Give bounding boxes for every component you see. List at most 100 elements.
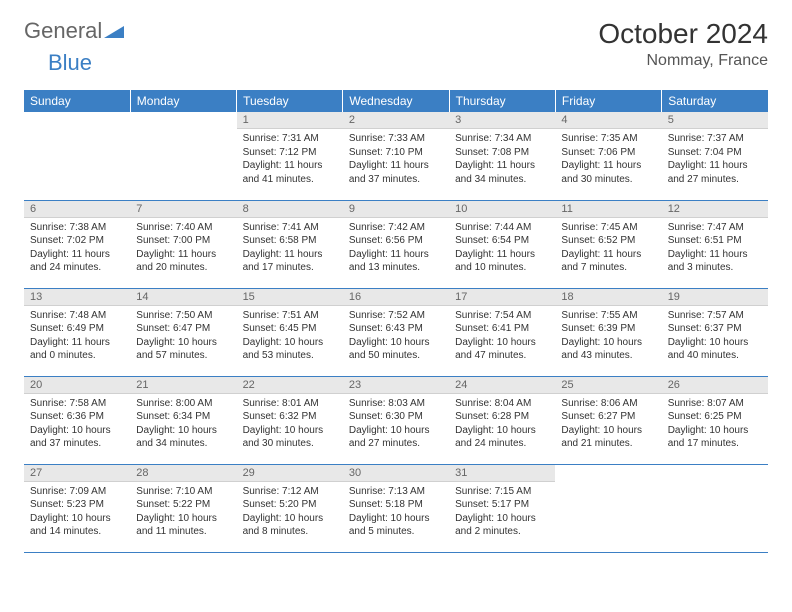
logo-triangle-icon <box>104 18 124 44</box>
day-content: Sunrise: 7:31 AMSunset: 7:12 PMDaylight:… <box>237 129 343 189</box>
calendar-table: Sunday Monday Tuesday Wednesday Thursday… <box>24 90 768 553</box>
day-content: Sunrise: 7:40 AMSunset: 7:00 PMDaylight:… <box>130 218 236 278</box>
calendar-cell: 23Sunrise: 8:03 AMSunset: 6:30 PMDayligh… <box>343 376 449 464</box>
calendar-cell: 24Sunrise: 8:04 AMSunset: 6:28 PMDayligh… <box>449 376 555 464</box>
day-number: 10 <box>449 201 555 218</box>
calendar-row: 13Sunrise: 7:48 AMSunset: 6:49 PMDayligh… <box>24 288 768 376</box>
day-content: Sunrise: 7:42 AMSunset: 6:56 PMDaylight:… <box>343 218 449 278</box>
calendar-cell: 15Sunrise: 7:51 AMSunset: 6:45 PMDayligh… <box>237 288 343 376</box>
day-content: Sunrise: 7:54 AMSunset: 6:41 PMDaylight:… <box>449 306 555 366</box>
logo: General <box>24 18 124 44</box>
calendar-cell: 28Sunrise: 7:10 AMSunset: 5:22 PMDayligh… <box>130 464 236 552</box>
day-content: Sunrise: 8:07 AMSunset: 6:25 PMDaylight:… <box>662 394 768 454</box>
day-header: Sunday <box>24 90 130 112</box>
day-number: 24 <box>449 377 555 394</box>
calendar-row: 27Sunrise: 7:09 AMSunset: 5:23 PMDayligh… <box>24 464 768 552</box>
calendar-cell: 3Sunrise: 7:34 AMSunset: 7:08 PMDaylight… <box>449 112 555 200</box>
day-content: Sunrise: 7:09 AMSunset: 5:23 PMDaylight:… <box>24 482 130 542</box>
day-content: Sunrise: 7:55 AMSunset: 6:39 PMDaylight:… <box>555 306 661 366</box>
calendar-cell: 21Sunrise: 8:00 AMSunset: 6:34 PMDayligh… <box>130 376 236 464</box>
calendar-cell: 9Sunrise: 7:42 AMSunset: 6:56 PMDaylight… <box>343 200 449 288</box>
day-content: Sunrise: 7:34 AMSunset: 7:08 PMDaylight:… <box>449 129 555 189</box>
day-number: 17 <box>449 289 555 306</box>
day-number: 15 <box>237 289 343 306</box>
logo-text-blue: Blue <box>48 50 92 75</box>
day-number: 1 <box>237 112 343 129</box>
day-header: Thursday <box>449 90 555 112</box>
calendar-cell: 10Sunrise: 7:44 AMSunset: 6:54 PMDayligh… <box>449 200 555 288</box>
day-number: 6 <box>24 201 130 218</box>
calendar-cell: 20Sunrise: 7:58 AMSunset: 6:36 PMDayligh… <box>24 376 130 464</box>
day-header: Monday <box>130 90 236 112</box>
day-number: 4 <box>555 112 661 129</box>
calendar-row: ....1Sunrise: 7:31 AMSunset: 7:12 PMDayl… <box>24 112 768 200</box>
day-content: Sunrise: 8:04 AMSunset: 6:28 PMDaylight:… <box>449 394 555 454</box>
calendar-cell: 31Sunrise: 7:15 AMSunset: 5:17 PMDayligh… <box>449 464 555 552</box>
day-header: Friday <box>555 90 661 112</box>
day-content: Sunrise: 8:01 AMSunset: 6:32 PMDaylight:… <box>237 394 343 454</box>
day-number: 20 <box>24 377 130 394</box>
calendar-cell: 5Sunrise: 7:37 AMSunset: 7:04 PMDaylight… <box>662 112 768 200</box>
day-number: 3 <box>449 112 555 129</box>
day-content: Sunrise: 7:57 AMSunset: 6:37 PMDaylight:… <box>662 306 768 366</box>
day-number: 19 <box>662 289 768 306</box>
day-content: Sunrise: 7:52 AMSunset: 6:43 PMDaylight:… <box>343 306 449 366</box>
day-header: Saturday <box>662 90 768 112</box>
day-number: 26 <box>662 377 768 394</box>
day-number: 18 <box>555 289 661 306</box>
day-content: Sunrise: 8:06 AMSunset: 6:27 PMDaylight:… <box>555 394 661 454</box>
calendar-cell: 6Sunrise: 7:38 AMSunset: 7:02 PMDaylight… <box>24 200 130 288</box>
calendar-cell: 22Sunrise: 8:01 AMSunset: 6:32 PMDayligh… <box>237 376 343 464</box>
calendar-cell: .. <box>24 112 130 200</box>
location-label: Nommay, France <box>598 52 768 70</box>
calendar-header-row: Sunday Monday Tuesday Wednesday Thursday… <box>24 90 768 112</box>
day-content: Sunrise: 7:45 AMSunset: 6:52 PMDaylight:… <box>555 218 661 278</box>
day-number: 12 <box>662 201 768 218</box>
day-number: 21 <box>130 377 236 394</box>
day-number: 27 <box>24 465 130 482</box>
page-title: October 2024 <box>598 18 768 50</box>
day-content: Sunrise: 7:10 AMSunset: 5:22 PMDaylight:… <box>130 482 236 542</box>
day-content: Sunrise: 7:51 AMSunset: 6:45 PMDaylight:… <box>237 306 343 366</box>
calendar-cell: 26Sunrise: 8:07 AMSunset: 6:25 PMDayligh… <box>662 376 768 464</box>
day-number: 30 <box>343 465 449 482</box>
calendar-cell: 30Sunrise: 7:13 AMSunset: 5:18 PMDayligh… <box>343 464 449 552</box>
calendar-cell: .. <box>662 464 768 552</box>
calendar-cell: 18Sunrise: 7:55 AMSunset: 6:39 PMDayligh… <box>555 288 661 376</box>
title-block: October 2024 Nommay, France <box>598 18 768 70</box>
day-content: Sunrise: 7:33 AMSunset: 7:10 PMDaylight:… <box>343 129 449 189</box>
day-number: 22 <box>237 377 343 394</box>
day-content: Sunrise: 7:15 AMSunset: 5:17 PMDaylight:… <box>449 482 555 542</box>
calendar-cell: 12Sunrise: 7:47 AMSunset: 6:51 PMDayligh… <box>662 200 768 288</box>
day-content: Sunrise: 7:37 AMSunset: 7:04 PMDaylight:… <box>662 129 768 189</box>
calendar-cell: 29Sunrise: 7:12 AMSunset: 5:20 PMDayligh… <box>237 464 343 552</box>
day-content: Sunrise: 7:48 AMSunset: 6:49 PMDaylight:… <box>24 306 130 366</box>
day-number: 7 <box>130 201 236 218</box>
day-number: 13 <box>24 289 130 306</box>
day-number: 31 <box>449 465 555 482</box>
calendar-cell: 19Sunrise: 7:57 AMSunset: 6:37 PMDayligh… <box>662 288 768 376</box>
day-content: Sunrise: 7:44 AMSunset: 6:54 PMDaylight:… <box>449 218 555 278</box>
calendar-cell: 2Sunrise: 7:33 AMSunset: 7:10 PMDaylight… <box>343 112 449 200</box>
calendar-cell: 17Sunrise: 7:54 AMSunset: 6:41 PMDayligh… <box>449 288 555 376</box>
day-number: 11 <box>555 201 661 218</box>
day-number: 25 <box>555 377 661 394</box>
calendar-cell: 7Sunrise: 7:40 AMSunset: 7:00 PMDaylight… <box>130 200 236 288</box>
day-content: Sunrise: 7:12 AMSunset: 5:20 PMDaylight:… <box>237 482 343 542</box>
calendar-cell: 27Sunrise: 7:09 AMSunset: 5:23 PMDayligh… <box>24 464 130 552</box>
day-content: Sunrise: 7:58 AMSunset: 6:36 PMDaylight:… <box>24 394 130 454</box>
calendar-row: 20Sunrise: 7:58 AMSunset: 6:36 PMDayligh… <box>24 376 768 464</box>
calendar-row: 6Sunrise: 7:38 AMSunset: 7:02 PMDaylight… <box>24 200 768 288</box>
logo-text-general: General <box>24 18 102 44</box>
calendar-cell: .. <box>555 464 661 552</box>
day-number: 14 <box>130 289 236 306</box>
day-header: Tuesday <box>237 90 343 112</box>
calendar-cell: 11Sunrise: 7:45 AMSunset: 6:52 PMDayligh… <box>555 200 661 288</box>
calendar-cell: 13Sunrise: 7:48 AMSunset: 6:49 PMDayligh… <box>24 288 130 376</box>
day-content: Sunrise: 8:03 AMSunset: 6:30 PMDaylight:… <box>343 394 449 454</box>
day-number: 8 <box>237 201 343 218</box>
day-content: Sunrise: 7:38 AMSunset: 7:02 PMDaylight:… <box>24 218 130 278</box>
day-header: Wednesday <box>343 90 449 112</box>
calendar-cell: .. <box>130 112 236 200</box>
day-number: 16 <box>343 289 449 306</box>
